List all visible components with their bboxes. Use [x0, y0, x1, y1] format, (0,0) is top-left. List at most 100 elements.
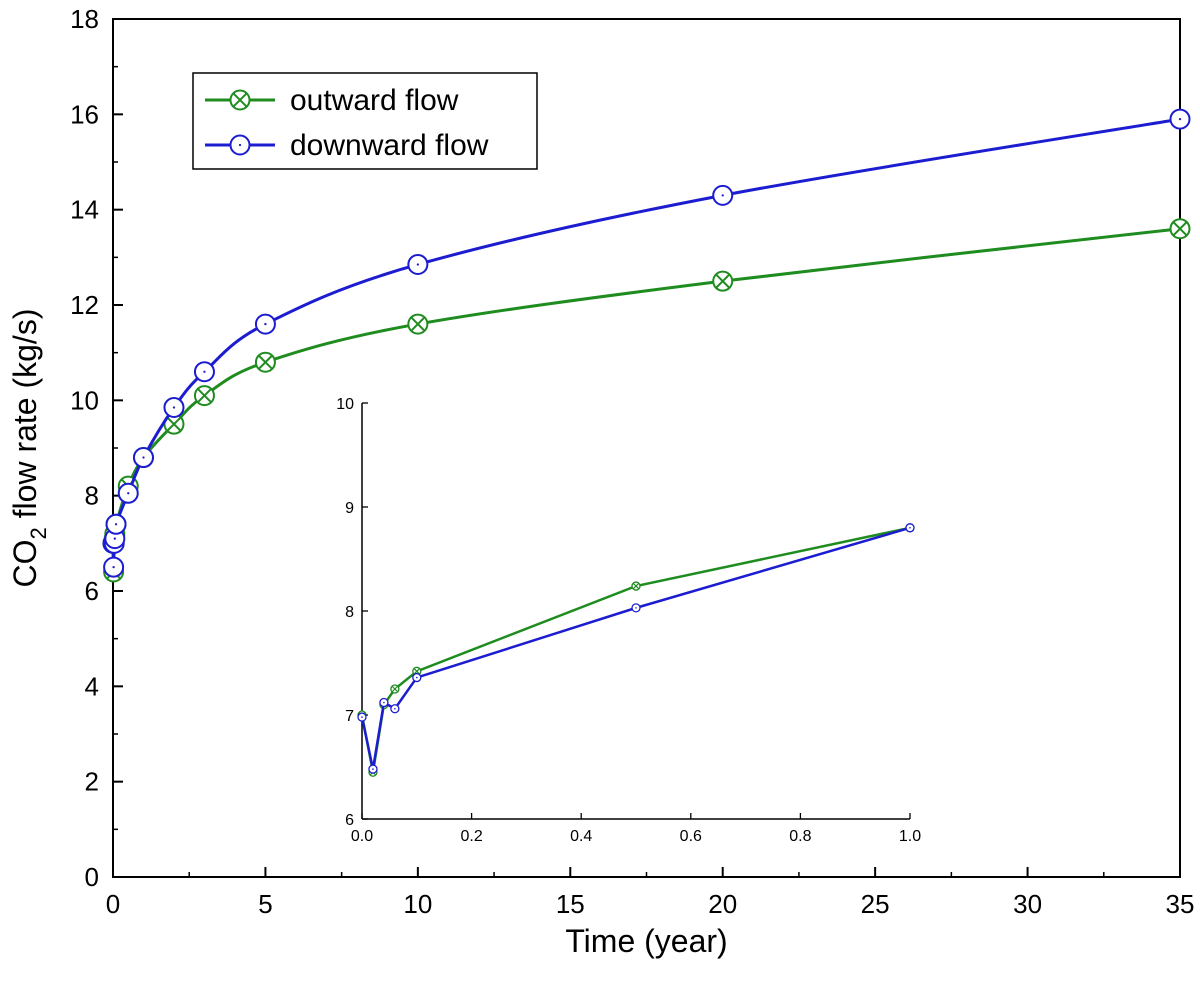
- x-tick-label: 35: [1166, 889, 1195, 919]
- series-1-point-dot: [114, 523, 118, 526]
- inset-series-1-point-dot: [909, 527, 911, 529]
- x-tick-label: 5: [258, 889, 272, 919]
- series-1-point: [103, 556, 125, 578]
- y-tick-label: 0: [85, 862, 99, 892]
- y-tick-label: 18: [70, 4, 99, 34]
- legend: outward flow downward flow: [192, 72, 538, 170]
- inset-series-1-point-dot: [372, 768, 374, 770]
- inset-x-tick-label: 0.0: [351, 828, 373, 845]
- inset-x-tick-label: 0.6: [680, 828, 702, 845]
- inset-plot: 0.0 0.2 0.4 0.6 0.8 1.0 6 7 8 9 10: [336, 396, 921, 845]
- series-0-point-cross-b: [257, 354, 273, 370]
- series-0-point-cross-b: [1172, 221, 1188, 237]
- series-0-point: [712, 270, 734, 292]
- series-1-point: [712, 184, 734, 206]
- y-axis-title: CO2 flow rate (kg/s): [7, 309, 51, 588]
- inset-series-1-point: [357, 712, 367, 722]
- inset-series-1-point-dot: [635, 607, 637, 609]
- inset-series-1-point-dot: [361, 716, 363, 718]
- main-plot: 0 5 10 15 20 25 30 35 0 2 4 6 8 10 12 14 16 18 Time (year)…: [7, 4, 1194, 959]
- x-tick-label: 10: [403, 889, 432, 919]
- x-tick-label: 25: [861, 889, 890, 919]
- series-1-point-dot: [112, 566, 115, 569]
- inset-series-0-point-cross-b: [632, 582, 640, 590]
- series-0-point-cross-b: [196, 388, 213, 404]
- series-1-point-dot: [416, 263, 419, 266]
- inset-x-tick-label: 0.2: [460, 828, 482, 845]
- series-0-point-cross-b: [410, 316, 426, 332]
- y-axis-title-main: CO: [7, 539, 43, 587]
- legend-label-1: downward flow: [290, 129, 489, 162]
- legend-label-0: outward flow: [290, 84, 459, 117]
- inset-y-tick-label: 6: [345, 812, 354, 829]
- inset-series-0-point-cross-b: [413, 668, 421, 675]
- inset-series-1-point: [379, 697, 389, 708]
- y-axis-title-subscript: 2: [26, 527, 51, 539]
- inset-series-0-point: [390, 684, 400, 694]
- inset-series-0-point: [631, 581, 641, 591]
- series-0-point: [254, 351, 276, 373]
- series-1-point-dot: [142, 456, 145, 459]
- x-tick-label: 30: [1013, 889, 1042, 919]
- series-1-point-dot: [721, 194, 724, 197]
- inset-series-1-point-dot: [394, 707, 396, 710]
- series-1-point-dot: [1178, 117, 1182, 121]
- inset-x-tick-label: 0.8: [789, 828, 811, 845]
- inset-series-line-1: [360, 526, 911, 770]
- inset-series-0-point-cross-b: [391, 685, 399, 693]
- inset-series-1-point-dot: [416, 676, 418, 679]
- series-1-point: [407, 253, 429, 275]
- series-1-point: [105, 513, 127, 535]
- series-1-point: [163, 396, 185, 418]
- inset-series-1-point: [368, 764, 378, 774]
- y-tick-label: 10: [70, 385, 99, 415]
- x-axis-title: Time (year): [565, 923, 727, 959]
- legend-box: [192, 72, 538, 170]
- y-axis-title-rest: flow rate (kg/s): [7, 309, 43, 528]
- x-tick-label: 0: [106, 889, 120, 919]
- inset-series-1-point: [631, 603, 641, 613]
- y-tick-label: 16: [70, 99, 99, 129]
- series-0-point: [1169, 218, 1191, 240]
- legend-marker-0: [229, 89, 251, 111]
- series-1-point: [117, 482, 139, 504]
- inset-series-1-point-dot: [383, 701, 385, 704]
- inset-series-1-point: [412, 672, 422, 683]
- series-1-point-dot: [113, 537, 116, 540]
- series-1-point-dot: [203, 370, 206, 373]
- inset-x-tick-label: 0.4: [570, 828, 592, 845]
- inset-series-1-point: [905, 523, 915, 533]
- legend-marker-1-dot: [238, 143, 242, 147]
- inset-x-tick-label: 1.0: [899, 828, 921, 845]
- series-0-point: [407, 313, 429, 335]
- inset-y-tick-label: 7: [345, 708, 354, 725]
- legend-marker-0-cross-b: [232, 92, 248, 108]
- x-tick-label: 15: [556, 889, 585, 919]
- y-tick-label: 2: [85, 767, 99, 797]
- x-tick-label: 20: [708, 889, 737, 919]
- series-0-point: [193, 385, 215, 407]
- inset-y-tick-label: 8: [345, 604, 354, 621]
- series-1-point: [193, 361, 215, 383]
- series-1-point: [254, 313, 276, 335]
- series-1-point: [132, 447, 154, 469]
- y-tick-label: 6: [85, 576, 99, 606]
- inset-y-tick-label: 9: [345, 500, 354, 517]
- y-tick-label: 12: [70, 290, 99, 320]
- series-1-point-dot: [264, 322, 267, 326]
- series-0-point-cross-b: [715, 273, 731, 289]
- series-line-0: [111, 227, 1181, 574]
- series-0-point-cross-b: [166, 416, 182, 432]
- legend-marker-1: [229, 134, 251, 156]
- series-1-point-dot: [127, 492, 130, 495]
- inset-y-tick-label: 10: [336, 396, 354, 413]
- y-tick-label: 14: [70, 195, 99, 225]
- series-line-1: [111, 117, 1181, 569]
- inset-series-1-point: [390, 704, 400, 714]
- y-tick-label: 4: [85, 671, 99, 701]
- series-1-point-dot: [172, 406, 176, 409]
- y-tick-label: 8: [85, 481, 99, 511]
- series-1-point: [1169, 108, 1191, 130]
- inset-series-line-0: [360, 526, 911, 773]
